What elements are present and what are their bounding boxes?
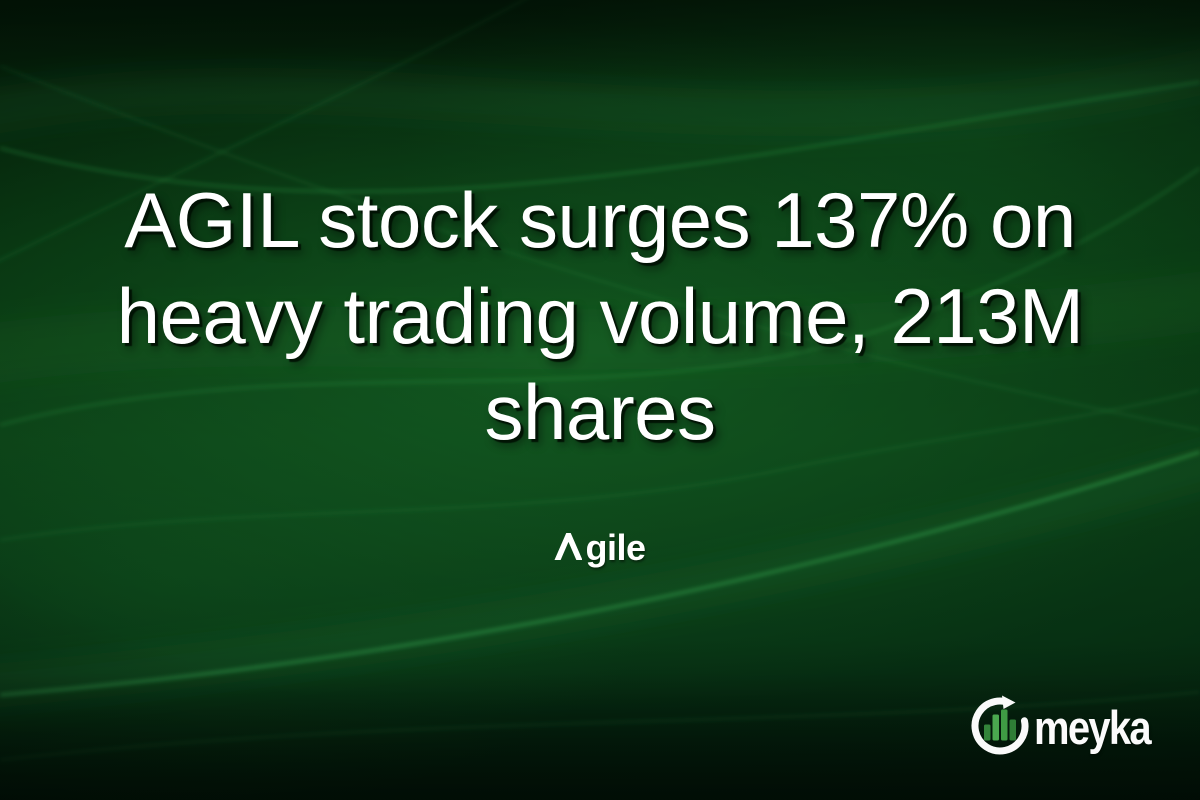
agile-logo: gile	[0, 528, 1200, 568]
agile-logo-a-mark	[554, 533, 583, 560]
meyka-circular-arrow-bar-chart-icon	[971, 695, 1029, 755]
bar-chart-bars	[984, 709, 1016, 741]
arrowhead	[1002, 695, 1016, 709]
agile-logo-text: gile	[585, 527, 646, 568]
headline: AGIL stock surges 137% on heavy trading …	[40, 172, 1160, 460]
meyka-logo-text: meyka	[1034, 700, 1152, 754]
headline-line-2: heavy trading volume, 213M	[116, 272, 1084, 360]
headline-line-1: AGIL stock surges 137% on	[124, 176, 1076, 264]
meyka-logo: meyka	[969, 695, 1170, 757]
headline-line-3: shares	[484, 368, 716, 456]
